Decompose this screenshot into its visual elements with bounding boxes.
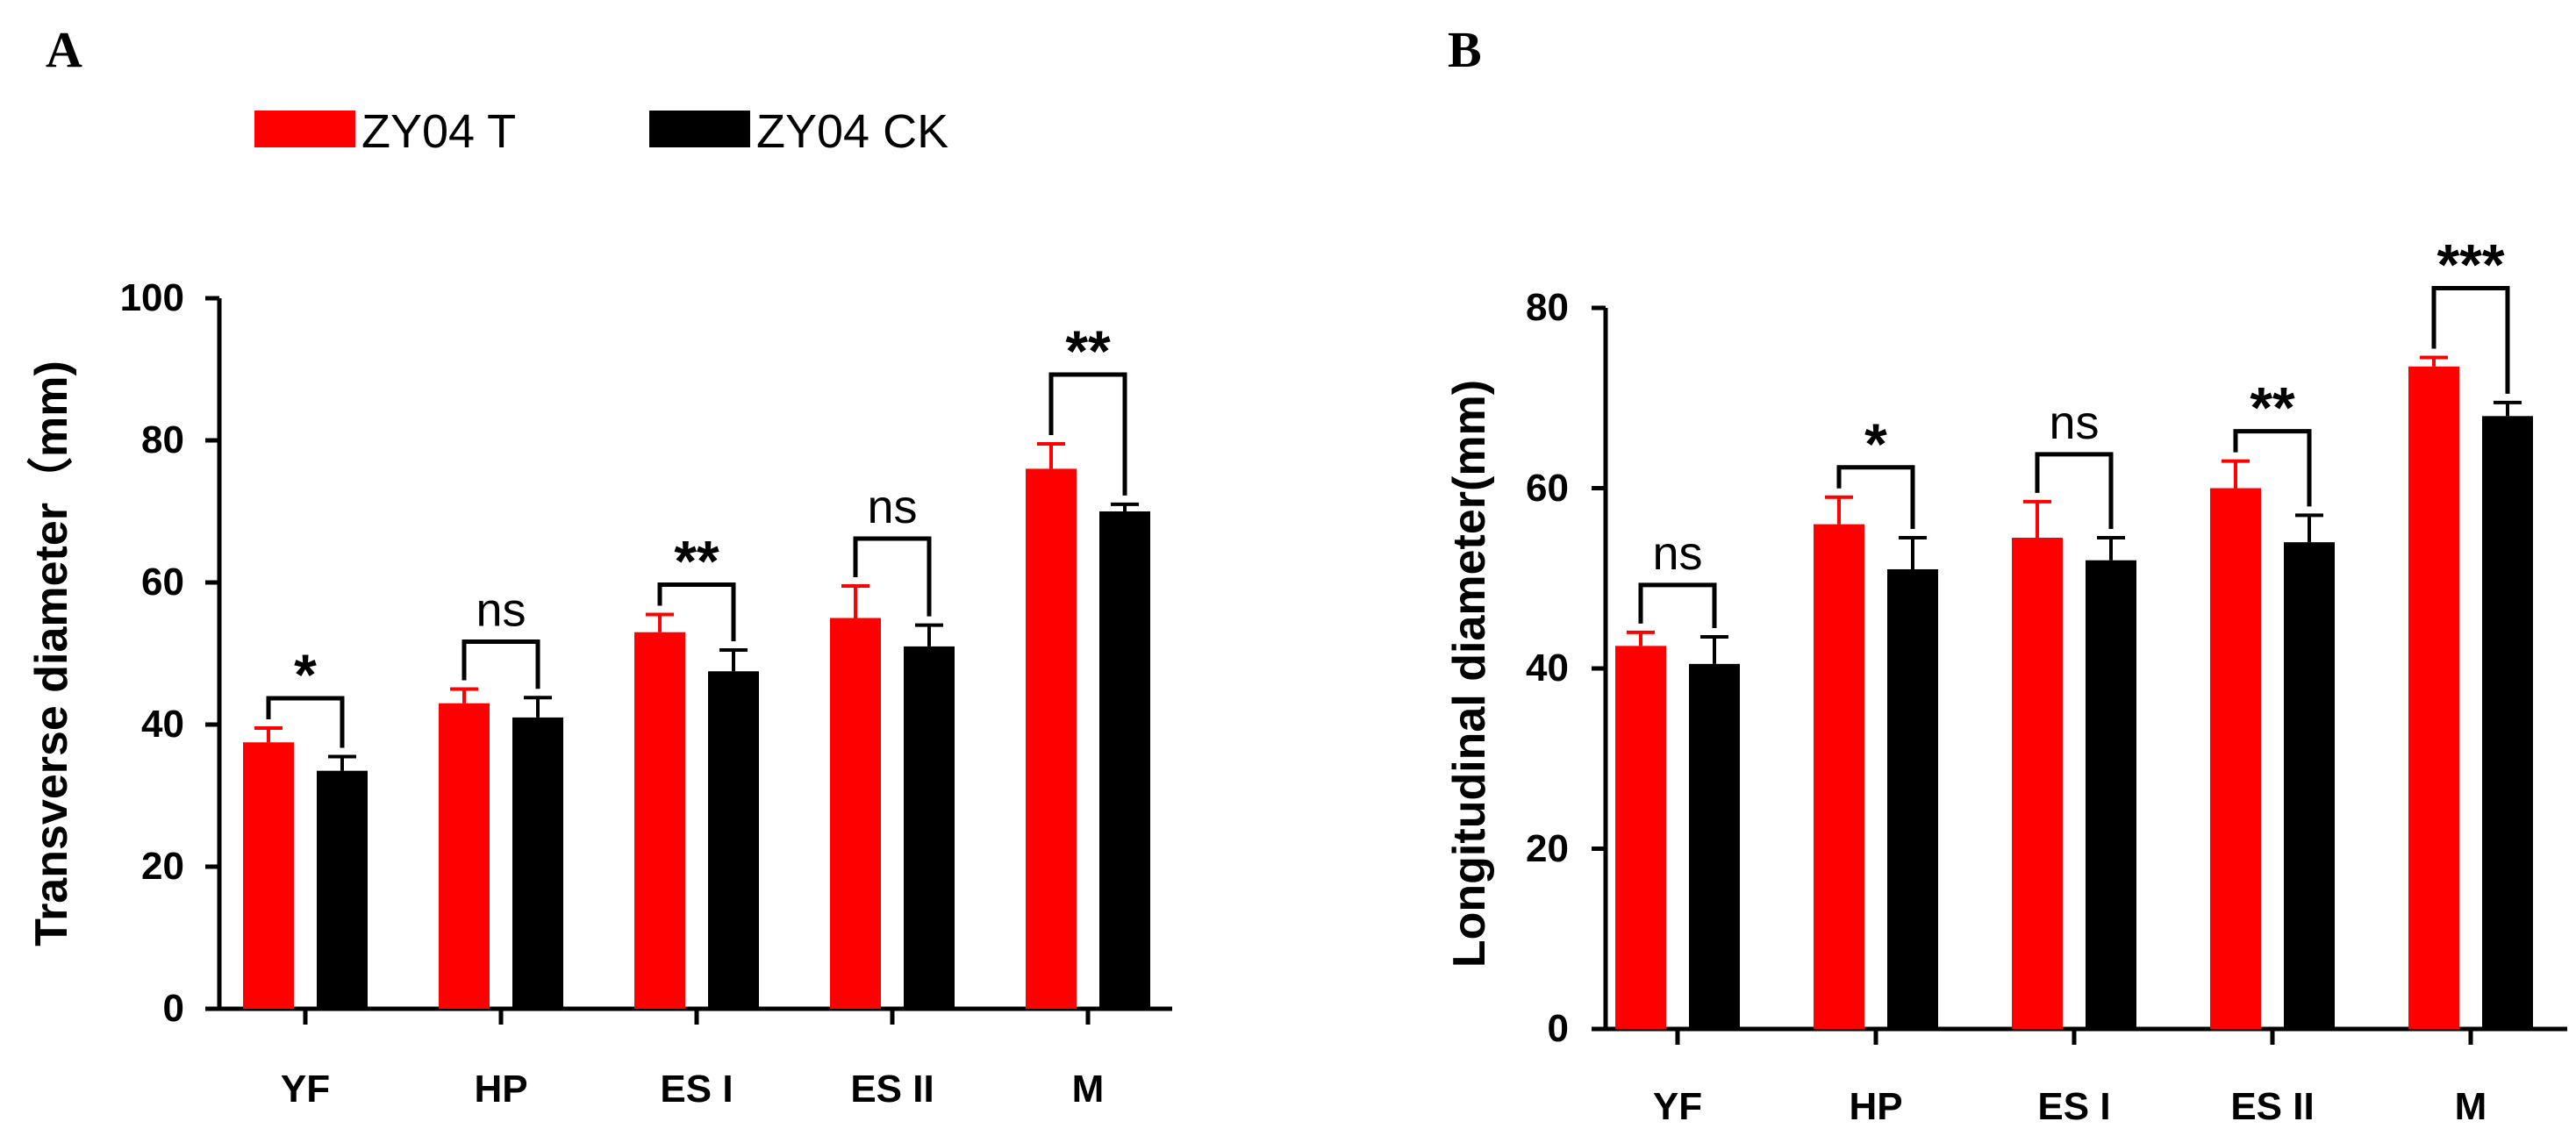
bar-a-m-t xyxy=(1026,468,1077,1009)
panel-label-b: B xyxy=(1448,21,1482,78)
y-tick-a-0: 0 xyxy=(163,987,184,1030)
y-tick-a-60: 60 xyxy=(141,561,184,604)
sig-bracket-b-esii xyxy=(2233,429,2312,507)
bar-b-m-t xyxy=(2408,366,2459,1030)
sig-label-a-esii: ns xyxy=(867,481,917,533)
bar-a-esi-ck xyxy=(708,671,759,1009)
x-cat-a-m: M xyxy=(1072,1068,1105,1111)
y-axis-title-a: Transverse diameter（mm) xyxy=(26,361,77,947)
bar-b-esii-ck xyxy=(2284,542,2335,1029)
y-tick-b-40: 40 xyxy=(1526,647,1569,689)
sig-label-a-esi: ** xyxy=(674,528,719,593)
sig-label-b-hp: * xyxy=(1864,411,1887,476)
bar-b-hp-ck xyxy=(1887,568,1938,1029)
y-axis-title-b: Longitudinal diameter(mm) xyxy=(1444,380,1495,968)
y-tick-b-80: 80 xyxy=(1526,286,1569,329)
sig-label-b-esi: ns xyxy=(2049,396,2099,449)
x-cat-b-hp: HP xyxy=(1849,1085,1902,1128)
sig-label-b-m: *** xyxy=(2436,232,2504,297)
legend-label-control: ZY04 CK xyxy=(756,105,948,158)
x-cat-b-m: M xyxy=(2455,1085,2487,1128)
x-cat-a-es1: ES I xyxy=(660,1068,733,1111)
sig-bracket-a-esi xyxy=(657,582,736,641)
bar-a-yf-t xyxy=(243,742,294,1009)
sig-bracket-b-m xyxy=(2431,286,2510,394)
x-cat-a-yf: YF xyxy=(281,1068,330,1111)
y-tick-a-20: 20 xyxy=(141,845,184,888)
x-cat-a-es2: ES II xyxy=(850,1068,934,1111)
bar-b-m-ck xyxy=(2482,416,2533,1029)
bar-a-esii-ck xyxy=(904,646,955,1009)
bar-a-hp-t xyxy=(439,703,490,1009)
y-tick-a-40: 40 xyxy=(141,703,184,746)
sig-bracket-a-hp xyxy=(462,639,540,689)
y-tick-b-60: 60 xyxy=(1526,467,1569,510)
bar-a-m-ck xyxy=(1099,511,1150,1009)
sig-label-a-yf: * xyxy=(294,642,317,707)
sig-bracket-a-yf xyxy=(266,696,345,748)
panel-label-a: A xyxy=(46,21,82,78)
chart-panel-a: Transverse diameter（mm) 0 20 40 60 80 10… xyxy=(26,276,1104,1111)
sig-bracket-a-m xyxy=(1048,372,1127,496)
sig-label-a-hp: ns xyxy=(476,584,526,637)
bar-a-esi-t xyxy=(634,632,685,1009)
bar-b-esii-t xyxy=(2210,488,2261,1029)
bar-a-hp-ck xyxy=(512,717,563,1009)
x-cat-b-es1: ES I xyxy=(2037,1085,2110,1128)
legend-swatch-control xyxy=(649,111,750,147)
chart-marks: *ns**ns**ns* ns ***** xyxy=(205,232,2567,1045)
bar-b-yf-ck xyxy=(1689,663,1740,1029)
y-tick-b-0: 0 xyxy=(1548,1007,1569,1050)
bar-a-esii-t xyxy=(830,618,881,1009)
sig-bracket-a-esii xyxy=(853,536,932,617)
sig-label-b-yf: ns xyxy=(1652,527,1702,580)
bar-b-esi-ck xyxy=(2086,560,2136,1029)
bar-b-yf-t xyxy=(1615,646,1666,1029)
y-tick-a-80: 80 xyxy=(141,418,184,461)
legend-swatch-treatment xyxy=(254,111,355,147)
sig-bracket-b-esi xyxy=(2035,452,2114,530)
sig-label-a-m: ** xyxy=(1065,318,1111,383)
bar-a-yf-ck xyxy=(317,770,368,1009)
bar-b-esi-t xyxy=(2012,538,2063,1029)
chart-panel-b: Longitudinal diameter(mm) 0 20 40 60 80 … xyxy=(1444,286,2487,1128)
bar-b-hp-t xyxy=(1814,524,1864,1029)
sig-bracket-b-hp xyxy=(1836,465,1915,530)
x-cat-a-hp: HP xyxy=(474,1068,527,1111)
y-tick-b-20: 20 xyxy=(1526,827,1569,870)
y-tick-a-100: 100 xyxy=(120,276,184,319)
x-cat-b-yf: YF xyxy=(1653,1085,1702,1128)
x-cat-b-es2: ES II xyxy=(2230,1085,2314,1128)
legend: ZY04 T ZY04 CK xyxy=(254,105,948,158)
legend-label-treatment: ZY04 T xyxy=(361,105,516,158)
sig-label-b-esii: ** xyxy=(2250,375,2295,440)
sig-bracket-b-yf xyxy=(1638,582,1717,629)
